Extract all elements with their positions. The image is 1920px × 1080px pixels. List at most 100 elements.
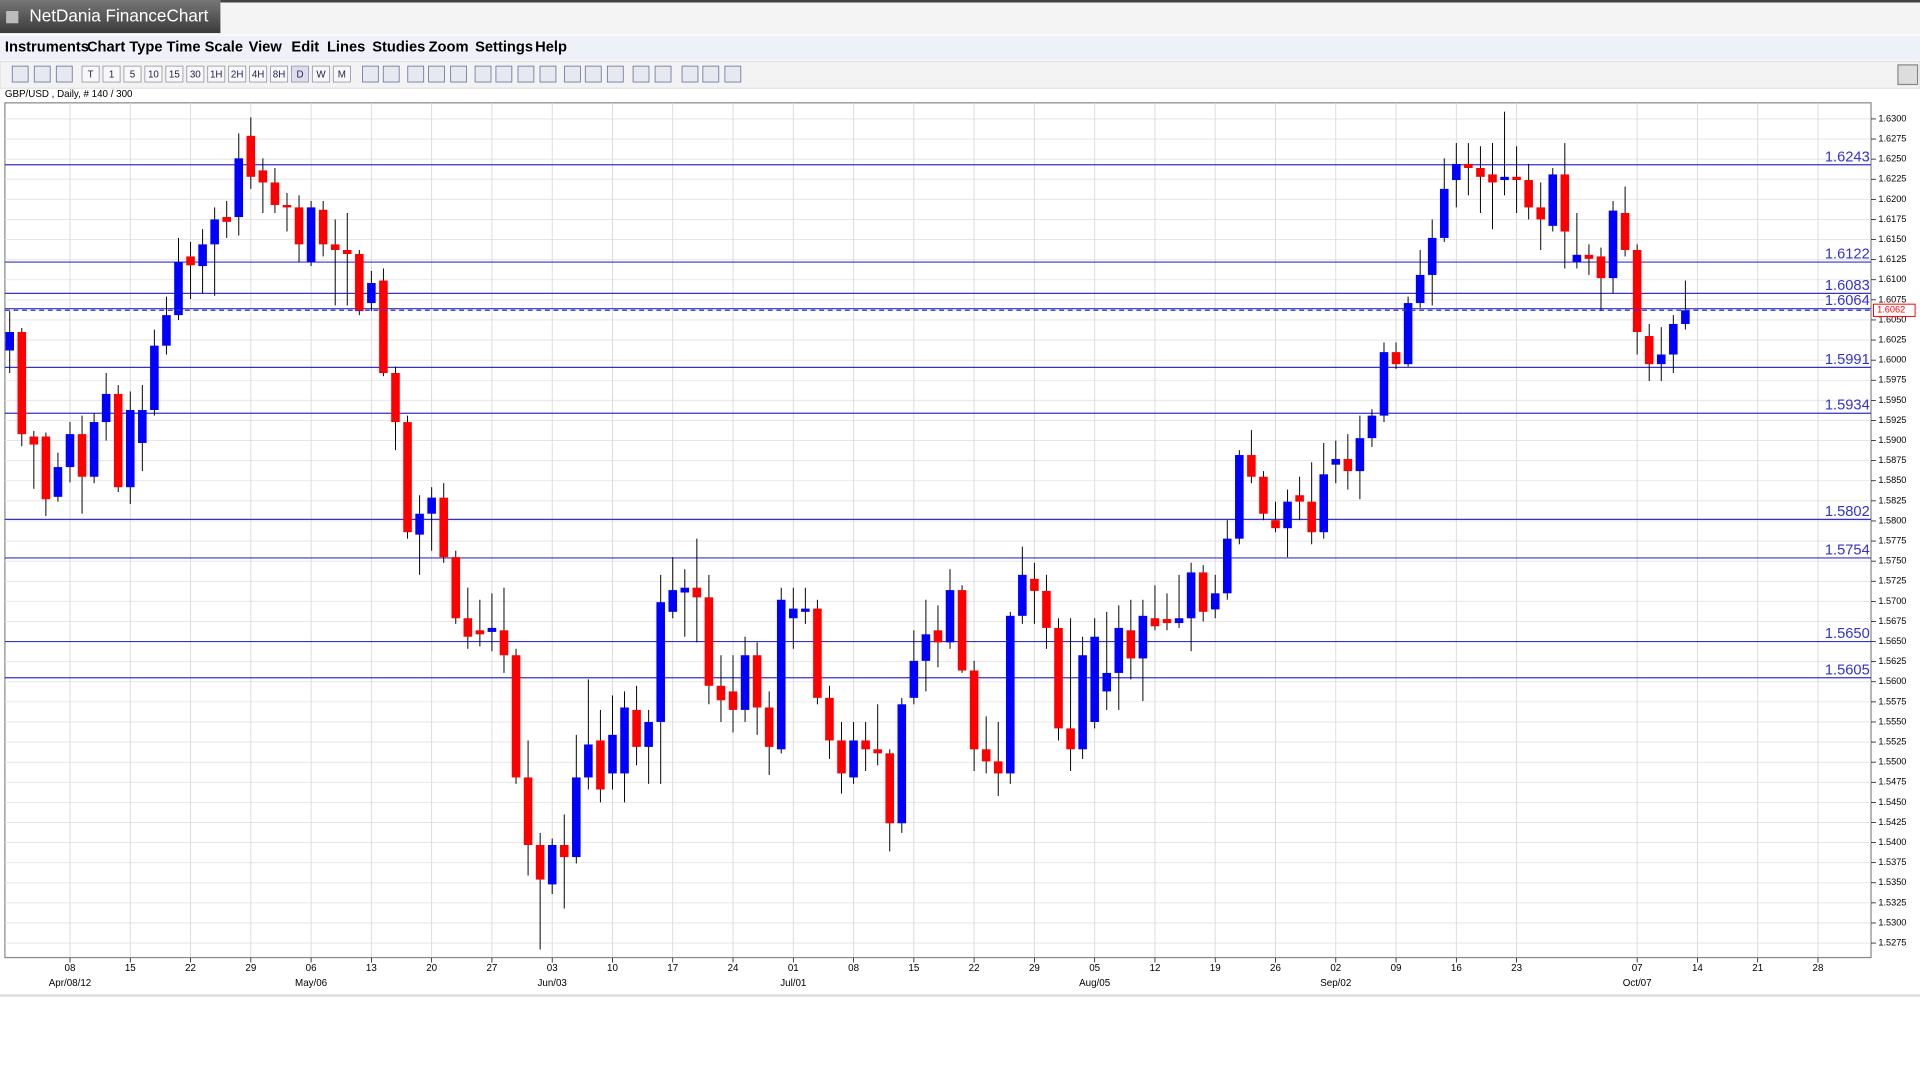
toolbar-icon[interactable] <box>681 65 699 83</box>
timescale-button[interactable] <box>249 65 268 83</box>
candle-body <box>379 280 388 374</box>
y-tick-label: 1.6275 <box>1878 133 1906 143</box>
y-tick-label: 1.5275 <box>1878 938 1906 948</box>
candle-body <box>294 207 304 245</box>
timescale-button[interactable] <box>144 65 163 83</box>
menu-item[interactable]: Instruments <box>5 40 89 56</box>
toolbar-icon[interactable] <box>654 65 672 83</box>
candle-body <box>1379 352 1389 416</box>
toolbar-icon[interactable] <box>474 65 492 83</box>
candle-body <box>1452 163 1461 181</box>
toolbar-icon[interactable] <box>517 65 535 83</box>
toolbar-icon[interactable] <box>495 65 513 83</box>
candle-body <box>1307 501 1316 533</box>
plot-area <box>4 102 1872 959</box>
timescale-button[interactable] <box>165 65 184 83</box>
candle-body <box>355 254 364 312</box>
x-tick-label: 29 <box>245 963 256 974</box>
timescale-button[interactable] <box>123 65 142 83</box>
menu-item[interactable]: View <box>249 40 283 56</box>
level-label: 1.5934 <box>1825 398 1870 414</box>
toolbar-icon[interactable] <box>428 65 445 83</box>
level-label: 1.5802 <box>1825 504 1870 520</box>
toolbar-icon[interactable] <box>584 65 602 83</box>
candle-body <box>873 749 882 754</box>
candle-body <box>559 844 569 858</box>
toolbar-icon[interactable] <box>362 65 379 83</box>
candle-body <box>1222 538 1232 594</box>
candle-body <box>113 393 123 488</box>
toolbar-icon[interactable] <box>382 65 400 83</box>
timescale-button[interactable] <box>332 65 351 83</box>
candle-body <box>1030 578 1039 591</box>
menu-item[interactable]: Time Scale <box>167 40 243 56</box>
toolbar-icon[interactable] <box>450 65 467 83</box>
x-month-label: Apr/08/12 <box>49 978 91 989</box>
menu-item[interactable]: Settings <box>475 40 533 56</box>
timescale-button[interactable] <box>228 65 247 83</box>
y-tick-label: 1.5825 <box>1878 495 1906 505</box>
x-tick-label: 03 <box>547 963 558 974</box>
toolbar-icon[interactable] <box>702 65 720 83</box>
candle-body <box>1669 323 1678 355</box>
x-tick-label: 16 <box>1451 963 1462 974</box>
candle-body <box>77 434 87 477</box>
timescale-label: 8H <box>273 69 286 80</box>
candle-body <box>644 721 653 747</box>
toolbar-icon[interactable] <box>564 65 581 83</box>
candle-body <box>981 749 991 762</box>
y-tick-label: 1.5425 <box>1878 817 1906 827</box>
candle-body <box>933 630 943 643</box>
menu-item[interactable]: Zoom <box>429 40 469 56</box>
x-tick-label: 26 <box>1270 963 1281 974</box>
y-tick-label: 1.6175 <box>1878 214 1906 224</box>
timescale-label: 4H <box>252 69 265 80</box>
candle-body <box>403 422 412 533</box>
timescale-button[interactable] <box>311 65 330 83</box>
level-label: 1.6122 <box>1825 247 1870 263</box>
y-tick-label: 1.5625 <box>1878 656 1906 666</box>
candle-body <box>1259 476 1268 514</box>
toolbar-icon[interactable] <box>632 65 650 83</box>
x-month-label: Oct/07 <box>1623 978 1652 989</box>
menu-item[interactable]: Studies <box>372 40 425 56</box>
timescale-button[interactable] <box>102 65 121 83</box>
menu-item[interactable]: Lines <box>327 40 365 56</box>
candle-body <box>41 436 51 500</box>
candle-body <box>897 704 907 824</box>
timescale-button[interactable] <box>291 65 309 83</box>
candle-body <box>1536 207 1545 220</box>
x-month-label: Jun/03 <box>538 978 568 989</box>
menu-item[interactable]: Edit <box>291 40 319 56</box>
title-tab <box>0 0 221 34</box>
x-tick-label: 06 <box>306 963 317 974</box>
toolbar-icon[interactable] <box>55 65 73 83</box>
timescale-button[interactable] <box>186 65 205 83</box>
title-bar <box>0 0 1920 35</box>
toolbar-icon[interactable] <box>11 65 29 83</box>
candle-body <box>957 590 967 671</box>
candle-body <box>1114 627 1124 673</box>
y-tick-label: 1.5950 <box>1878 395 1906 405</box>
toolbar-icon[interactable] <box>407 65 425 83</box>
y-tick-label: 1.5800 <box>1878 515 1906 525</box>
candle-body <box>53 467 63 497</box>
x-tick-label: 19 <box>1210 963 1221 974</box>
candle-body <box>1681 310 1690 324</box>
panel-button[interactable] <box>1897 64 1919 86</box>
level-label: 1.6083 <box>1825 278 1870 294</box>
menu-item[interactable]: Chart Type <box>87 40 163 56</box>
timescale-button[interactable] <box>81 65 100 83</box>
x-tick-label: 15 <box>125 963 136 974</box>
toolbar-icon[interactable] <box>724 65 742 83</box>
timescale-button[interactable] <box>270 65 289 83</box>
candle-body <box>1355 438 1365 472</box>
menu-item[interactable]: Help <box>535 40 567 56</box>
candle-body <box>1500 176 1509 181</box>
timescale-button[interactable] <box>207 65 226 83</box>
candle-body <box>367 282 376 304</box>
toolbar-icon[interactable] <box>539 65 557 83</box>
toolbar-icon[interactable] <box>606 65 624 83</box>
candle-body <box>89 422 99 477</box>
toolbar-icon[interactable] <box>33 65 51 83</box>
